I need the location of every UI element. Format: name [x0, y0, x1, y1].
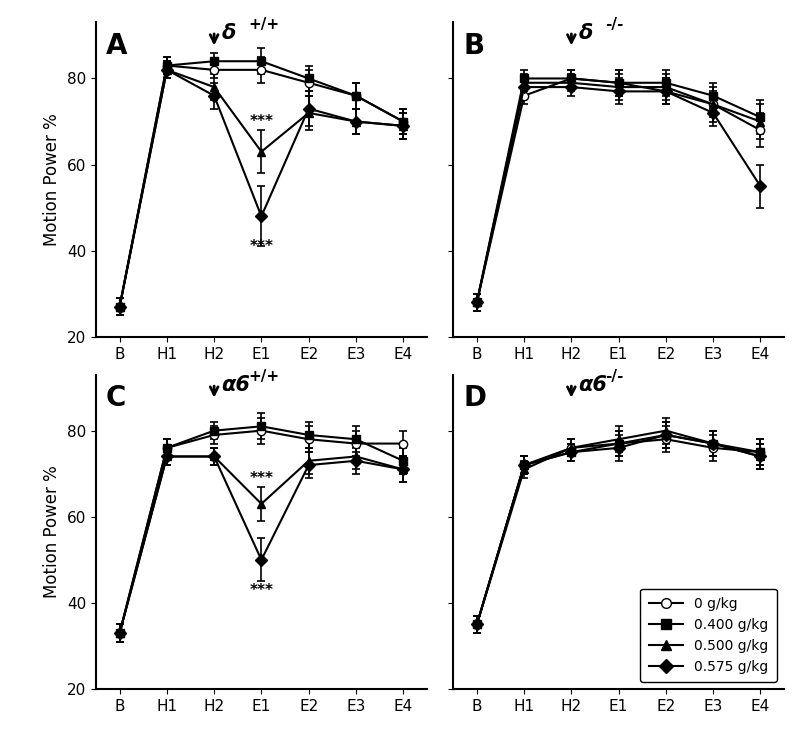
Text: ***: *** [250, 114, 274, 129]
Y-axis label: Motion Power %: Motion Power % [43, 113, 62, 246]
Text: +/+: +/+ [248, 17, 279, 32]
Text: C: C [106, 384, 126, 412]
Text: B: B [463, 32, 484, 60]
Text: ***: *** [250, 583, 274, 598]
Text: α6: α6 [578, 375, 607, 395]
Text: -/-: -/- [606, 369, 624, 384]
Text: δ: δ [578, 23, 593, 43]
Text: +/+: +/+ [248, 369, 279, 384]
Y-axis label: Motion Power %: Motion Power % [43, 465, 62, 598]
Legend: 0 g/kg, 0.400 g/kg, 0.500 g/kg, 0.575 g/kg: 0 g/kg, 0.400 g/kg, 0.500 g/kg, 0.575 g/… [640, 589, 777, 682]
Text: -/-: -/- [606, 17, 624, 32]
Text: ***: *** [250, 239, 274, 254]
Text: A: A [106, 32, 127, 60]
Text: δ: δ [222, 23, 235, 43]
Text: ***: *** [250, 470, 274, 485]
Text: α6: α6 [222, 375, 250, 395]
Text: D: D [463, 384, 486, 412]
